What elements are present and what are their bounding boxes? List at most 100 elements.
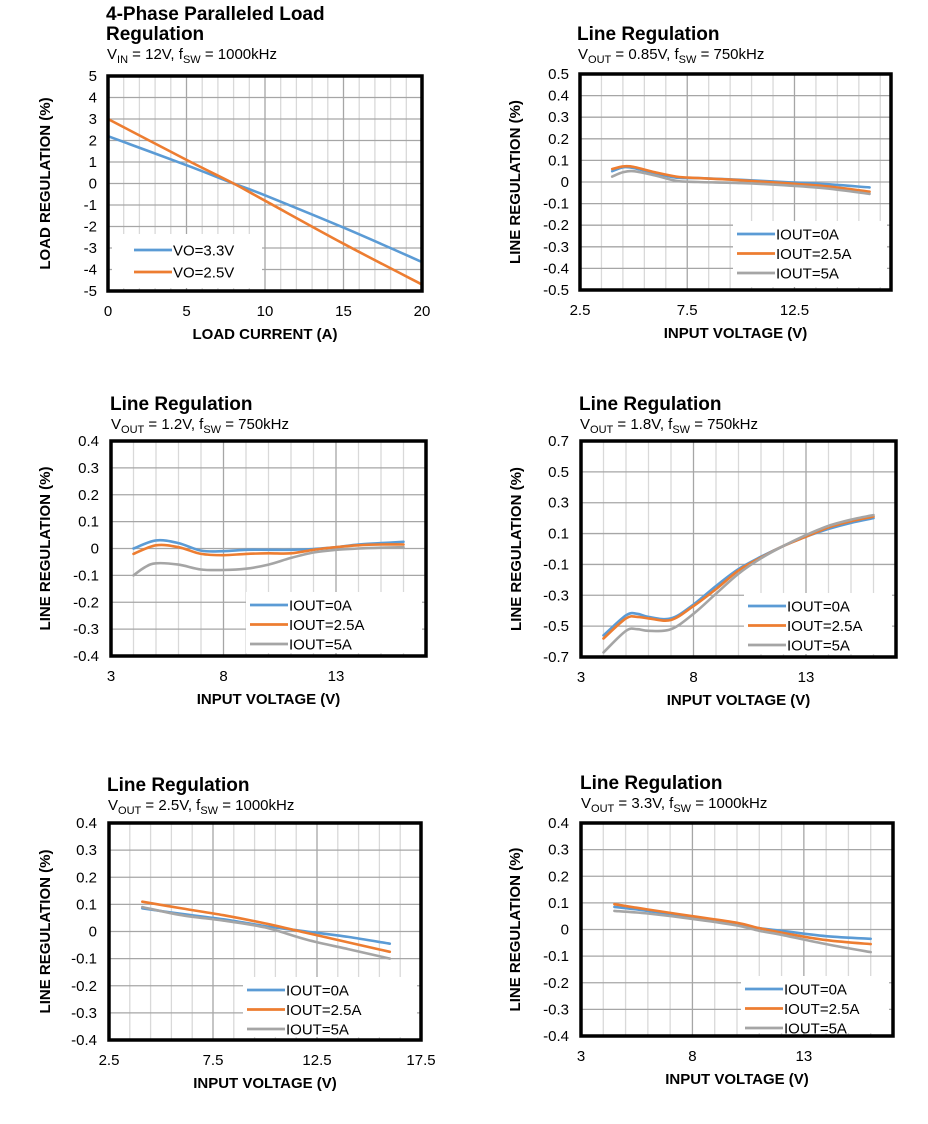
x-axis-label: INPUT VOLTAGE (V) [197,691,341,708]
y-tick-label: -0.5 [543,282,569,299]
subtitle-v-sym: V [581,795,591,812]
x-tick-label: 7.5 [677,302,698,319]
subtitle-v-rest: = 12V, f [128,46,184,63]
y-tick-label: -0.4 [543,260,569,277]
subtitle-v-rest: = 1.2V, f [144,416,204,433]
y-tick-label: -0.2 [543,975,569,992]
y-tick-label: -0.7 [543,649,569,666]
legend-label: IOUT=2.5A [289,617,364,634]
legend-background [243,977,417,1037]
x-tick-label: 8 [689,669,697,686]
x-tick-label: 17.5 [406,1052,435,1069]
series-line-2 [141,900,392,954]
y-tick-label: -0.3 [543,1001,569,1018]
x-tick-label: 20 [414,303,431,320]
x-axis-label: INPUT VOLTAGE (V) [665,1071,809,1088]
x-axis-label: INPUT VOLTAGE (V) [193,1075,337,1092]
plot-frame [109,439,428,658]
subtitle-v-rest: = 0.85V, f [611,46,679,63]
subtitle-v-rest: = 1.8V, f [613,416,673,433]
subtitle-f-sub: SW [200,805,218,817]
legend-label: IOUT=0A [289,598,352,615]
subtitle-v-sub: OUT [588,54,612,66]
horizontal-gridlines [580,94,891,270]
y-tick-label: 0 [89,924,97,941]
y-tick-label: 0.5 [548,66,569,83]
legend-label: IOUT=2.5A [776,246,851,263]
y-tick-label: 0.3 [548,842,569,859]
y-tick-label: 0.1 [548,152,569,169]
y-tick-label: 0.3 [76,842,97,859]
subtitle-f-rest: = 1000kHz [691,795,767,812]
y-tick-label: -1 [84,197,97,214]
x-tick-label: 10 [257,303,274,320]
legend-label: IOUT=2.5A [787,618,862,635]
series-line-2 [132,543,405,557]
y-tick-label: 0.2 [548,868,569,885]
plot-frame [106,74,424,293]
y-tick-label: 0 [89,176,97,193]
series-line-2 [613,902,872,946]
chart-title-line: Regulation [106,24,204,45]
x-axis-label: LOAD CURRENT (A) [193,326,338,343]
subtitle-f-rest: = 750kHz [690,416,758,433]
y-tick-label: -0.2 [73,594,99,611]
y-tick-label: 0.4 [548,815,569,832]
y-tick-label: 0 [561,174,569,191]
x-axis-label: INPUT VOLTAGE (V) [667,692,811,709]
y-tick-label: -0.1 [543,196,569,213]
y-tick-label: -0.1 [71,951,97,968]
x-tick-label: 3 [107,668,115,685]
subtitle-v-sym: V [578,46,588,63]
y-tick-label: -0.3 [73,621,99,638]
x-tick-label: 3 [577,1048,585,1065]
chart-title-line: 4-Phase Paralleled Load [106,4,325,25]
y-axis-label: LINE REGULATION (%) [37,467,54,631]
y-tick-label: 0.1 [78,514,99,531]
series-line-3 [613,909,872,954]
chart-subtitle: VIN = 12V, fSW = 1000kHz [107,46,277,66]
chart-title-line: Line Regulation [110,394,253,415]
legend-label: IOUT=0A [787,599,850,616]
y-axis-label: LINE REGULATION (%) [507,848,524,1012]
subtitle-v-rest: = 3.3V, f [614,795,674,812]
subtitle-v-sym: V [108,797,118,814]
subtitle-f-rest: = 750kHz [221,416,289,433]
series-line-2 [610,164,871,193]
chart-title-line: Line Regulation [577,24,720,45]
subtitle-f-rest: = 1000kHz [201,46,277,63]
x-axis-label: INPUT VOLTAGE (V) [664,325,808,342]
x-tick-label: 13 [328,668,345,685]
y-tick-label: 2 [89,133,97,150]
x-tick-label: 0 [104,303,112,320]
legend-label: IOUT=5A [787,638,850,655]
x-tick-label: 2.5 [570,302,591,319]
subtitle-v-sub: OUT [118,805,142,817]
x-tick-label: 12.5 [780,302,809,319]
y-tick-label: -0.5 [543,618,569,635]
y-tick-label: 0 [91,541,99,558]
y-tick-label: 0.3 [78,460,99,477]
subtitle-f-sub: SW [203,424,221,436]
x-tick-label: 13 [798,669,815,686]
series-line-3 [602,513,875,654]
y-tick-label: -0.3 [543,587,569,604]
subtitle-f-rest: = 750kHz [696,46,764,63]
subtitle-f-rest: = 1000kHz [218,797,294,814]
legend-background [112,234,262,288]
y-tick-label: 0.3 [548,109,569,126]
legend: IOUT=0A IOUT=2.5A IOUT=5A [744,593,892,655]
subtitle-f-sub: SW [679,54,697,66]
y-tick-label: -3 [84,240,97,257]
subtitle-v-sub: OUT [590,424,614,436]
series-line-3 [132,545,405,577]
chart-subtitle: VOUT = 1.2V, fSW = 750kHz [111,416,289,436]
legend-label: VO=2.5V [173,265,234,282]
x-tick-label: 8 [688,1048,696,1065]
y-tick-label: 0.3 [548,495,569,512]
